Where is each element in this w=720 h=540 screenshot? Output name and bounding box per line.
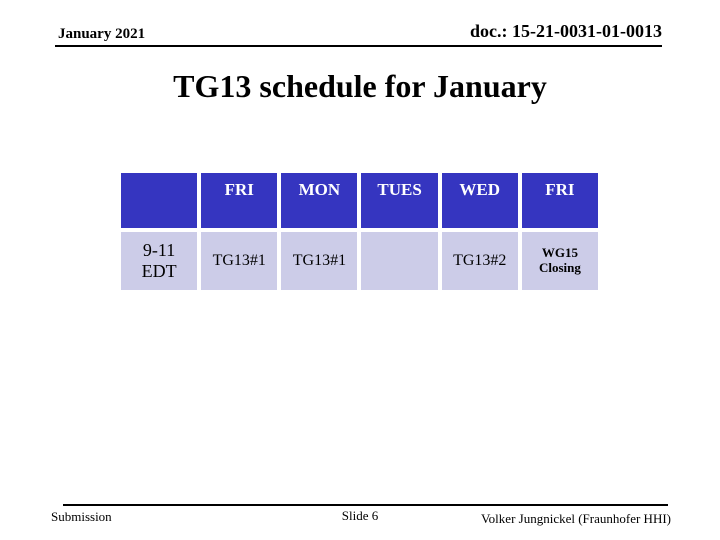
header-doc-number: doc.: 15-21-0031-01-0013 [470,21,662,41]
table-cell-wed: TG13#2 [441,232,518,290]
table-cell-tues [361,232,438,290]
table-cell-fri2: WG15 Closing [521,232,598,290]
footer-author: Volker Jungnickel (Fraunhofer HHI) [480,511,671,526]
footer-submission: Submission [51,509,112,524]
header-date: January 2021 [58,26,146,42]
table-cell-mon: TG13#1 [281,232,358,290]
table-header-cell-mon: MON [281,173,358,228]
table-header-cell-tues: TUES [361,173,438,228]
table-cell-fri1: TG13#1 [201,232,278,290]
slide-title: TG13 schedule for January [173,68,547,104]
schedule-table: FRI MON TUES WED FRI 9-11 EDT TG13#1 TG1… [121,173,598,290]
table-header-cell-wed: WED [441,173,518,228]
footer-divider [63,504,668,506]
table-header-cell-empty [121,173,198,228]
table-header-cell-fri1: FRI [201,173,278,228]
footer-slide-number: Slide 6 [341,508,379,523]
header-divider [55,45,662,47]
table-header-cell-fri2: FRI [521,173,598,228]
table-row-label: 9-11 EDT [121,232,198,290]
